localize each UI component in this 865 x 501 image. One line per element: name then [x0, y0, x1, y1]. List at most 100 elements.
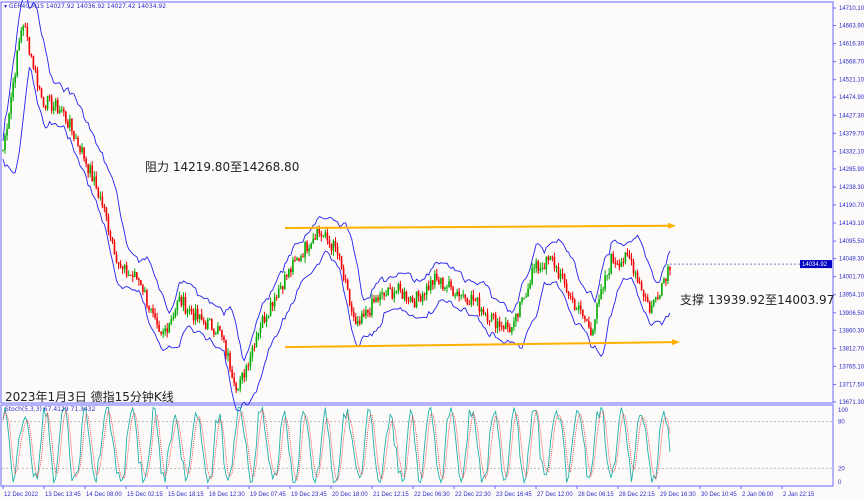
candle-body: [279, 286, 282, 289]
candle-body: [65, 111, 67, 122]
candle-body: [612, 253, 615, 263]
candle-body: [620, 262, 623, 267]
stoch-axis-label: 100: [838, 408, 849, 414]
candle-body: [241, 373, 244, 380]
candle-body: [247, 365, 250, 367]
candle-body: [452, 287, 454, 296]
candle-body: [127, 275, 130, 276]
candle-body: [14, 75, 16, 83]
candle-body: [669, 266, 671, 271]
candle-body: [608, 273, 610, 275]
candle-body: [178, 296, 181, 302]
candle-body: [326, 232, 329, 241]
x-tick-label: 2 Jan 06:00: [742, 492, 774, 498]
candle-body: [644, 296, 647, 298]
candle-body: [511, 327, 513, 333]
candle-body: [401, 290, 404, 299]
candle-body: [650, 305, 653, 313]
candle-body: [271, 302, 274, 307]
stoch-signal-line: [2, 409, 671, 482]
candle-body: [367, 309, 369, 313]
candle-body: [83, 147, 85, 159]
candle-body: [415, 291, 418, 308]
candle-body: [308, 248, 310, 252]
candle-body: [575, 309, 578, 311]
candle-body: [517, 314, 519, 317]
candle-body: [425, 285, 428, 295]
candle-body: [109, 231, 112, 238]
candle-body: [573, 300, 576, 311]
candle-body: [442, 278, 444, 290]
candle-body: [498, 321, 501, 327]
candle-body: [40, 88, 43, 98]
x-tick-label: 15 Dec 02:15: [127, 492, 163, 498]
candle-body: [184, 297, 187, 314]
candle-body: [131, 275, 134, 278]
candle-body: [616, 263, 619, 265]
support-arrow: [672, 339, 680, 346]
candle-body: [431, 280, 434, 285]
candle-body: [217, 326, 219, 334]
candle-body: [600, 289, 602, 300]
candle-body: [75, 138, 77, 139]
candle-body: [663, 278, 665, 284]
candle-body: [421, 293, 424, 302]
candle-body: [99, 196, 102, 198]
candle-body: [113, 241, 116, 255]
candle-body: [245, 365, 248, 378]
x-tick-label: 23 Dec 16:45: [496, 492, 532, 498]
candle-body: [36, 69, 39, 86]
candle-body: [472, 295, 475, 301]
candle-body: [6, 128, 8, 136]
candle-body: [547, 256, 550, 261]
candle-body: [188, 308, 191, 311]
candle-body: [164, 328, 166, 332]
candle-body: [377, 297, 379, 301]
y-tick-label: 14427.30: [839, 113, 865, 119]
candle-body: [194, 308, 197, 321]
candle-body: [352, 311, 355, 317]
candle-body: [365, 309, 367, 316]
candle-body: [527, 288, 529, 297]
y-tick-label: 14001.70: [839, 275, 865, 281]
stoch-axis-label: 0: [838, 480, 842, 486]
candle-body: [334, 240, 337, 247]
candle-body: [381, 292, 383, 295]
candle-body: [294, 260, 296, 261]
candle-body: [306, 242, 308, 252]
y-tick-label: 13906.50: [839, 311, 865, 317]
candle-body: [363, 313, 365, 316]
candle-body: [89, 165, 91, 174]
candle-body: [133, 272, 136, 278]
candle-body: [561, 273, 564, 275]
candle-body: [229, 353, 231, 370]
y-tick-label: 13717.50: [839, 382, 865, 388]
candle-body: [606, 274, 608, 276]
candle-body: [69, 119, 71, 128]
candle-body: [168, 323, 171, 333]
candle-body: [95, 176, 98, 189]
candle-body: [436, 273, 438, 280]
candle-body: [81, 147, 83, 153]
y-tick-label: 13765.10: [839, 364, 865, 370]
candle-body: [602, 289, 604, 291]
candle-body: [318, 228, 321, 234]
y-tick-label: 13812.70: [839, 346, 865, 352]
candle-body: [42, 97, 45, 106]
candle-body: [263, 316, 266, 322]
candle-body: [387, 287, 389, 296]
x-tick-label: 15 Dec 18:15: [168, 492, 204, 498]
candle-body: [655, 297, 657, 300]
candle-body: [63, 109, 65, 112]
lower-band: [2, 66, 671, 412]
candle-body: [405, 291, 408, 301]
candle-body: [204, 322, 207, 329]
symbol-label: GER40,M15: [8, 3, 44, 10]
upper-band: [2, 0, 671, 362]
candle-body: [379, 294, 381, 301]
candle-body: [138, 278, 140, 281]
candle-body: [391, 289, 394, 299]
candle-body: [454, 295, 456, 297]
candle-body: [221, 330, 223, 337]
candle-body: [162, 331, 164, 334]
